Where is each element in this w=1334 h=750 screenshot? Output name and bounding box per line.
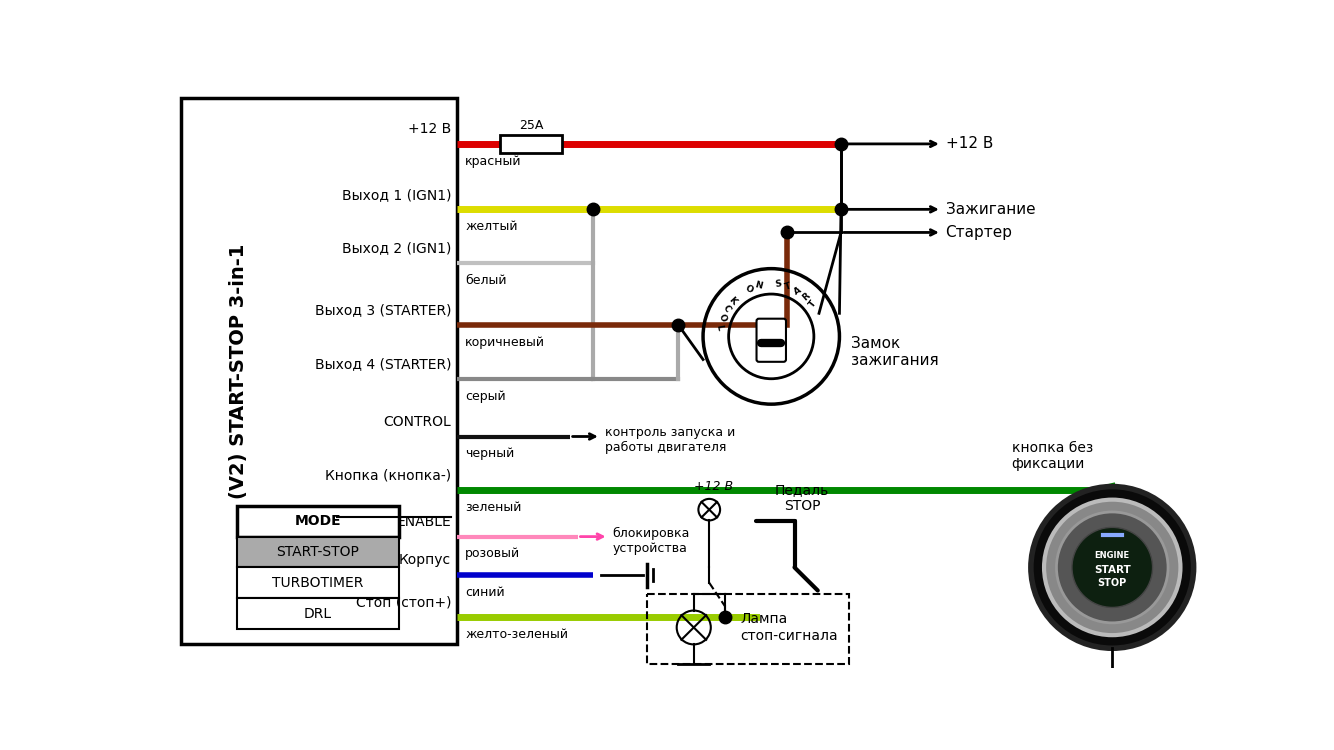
Circle shape [1031,487,1194,648]
Bar [236,506,399,536]
Text: желто-зеленый: желто-зеленый [466,628,568,641]
Text: контроль запуска и
работы двигателя: контроль запуска и работы двигателя [604,426,735,454]
Text: Выход 2 (IGN1): Выход 2 (IGN1) [342,242,451,256]
Text: CONTROL: CONTROL [383,415,451,429]
FancyBboxPatch shape [756,319,786,362]
Text: +12 В: +12 В [946,136,992,152]
Text: O: O [743,284,755,295]
Text: Стоп (стоп+): Стоп (стоп+) [356,596,451,610]
Text: DRL: DRL [304,607,332,620]
Text: Стартер: Стартер [946,225,1013,240]
Text: Выход 4 (STARTER): Выход 4 (STARTER) [315,357,451,371]
Bar [236,568,399,598]
Text: (V2) START-STOP 3-in-1: (V2) START-STOP 3-in-1 [229,243,248,499]
Text: K: K [727,295,739,306]
Text: +12 В: +12 В [694,480,732,493]
Text: MODE: MODE [295,514,342,528]
Text: A: A [792,286,803,297]
Text: блокировка
устройства: блокировка устройства [612,527,690,556]
Text: Кнопка (кнопка-): Кнопка (кнопка-) [325,469,451,483]
Text: STOP: STOP [1098,578,1127,588]
Text: коричневый: коричневый [466,336,546,349]
Text: розовый: розовый [466,548,520,560]
Text: кнопка без
фиксации: кнопка без фиксации [1011,441,1093,471]
Text: Педаль
STOP: Педаль STOP [775,483,830,514]
Text: L: L [715,324,724,331]
Text: Лампа
стоп-сигнала: Лампа стоп-сигнала [740,612,838,643]
Bar [180,98,458,644]
Text: S: S [775,280,783,290]
Bar [500,135,562,153]
Text: серый: серый [466,389,506,403]
Text: ENGINE: ENGINE [1095,551,1130,560]
Text: N: N [754,280,763,291]
Text: Выход 3 (STARTER): Выход 3 (STARTER) [315,303,451,317]
Text: Замок
зажигания: Замок зажигания [851,335,939,368]
Text: желтый: желтый [466,220,518,233]
Text: TURBOTIMER: TURBOTIMER [272,576,364,590]
Text: синий: синий [466,586,504,599]
Text: 25A: 25A [519,118,543,131]
Text: белый: белый [466,274,507,287]
Text: черный: черный [466,447,515,460]
Text: ENABLE: ENABLE [396,515,451,529]
Text: Корпус: Корпус [399,554,451,568]
Text: O: O [716,313,727,322]
Text: START-STOP: START-STOP [276,545,359,559]
Text: R: R [800,291,811,302]
Text: Зажигание: Зажигание [946,202,1035,217]
Text: красный: красный [466,154,522,168]
Bar [236,536,399,568]
Text: START: START [1094,565,1131,574]
Circle shape [1057,512,1169,622]
Circle shape [1073,527,1153,608]
Text: зеленый: зеленый [466,501,522,515]
Text: T: T [784,281,792,292]
Text: T: T [807,299,818,310]
Text: Выход 1 (IGN1): Выход 1 (IGN1) [342,188,451,202]
Text: C: C [720,304,732,313]
Circle shape [1045,500,1181,635]
Bar [236,598,399,629]
Text: +12 В: +12 В [408,122,451,136]
